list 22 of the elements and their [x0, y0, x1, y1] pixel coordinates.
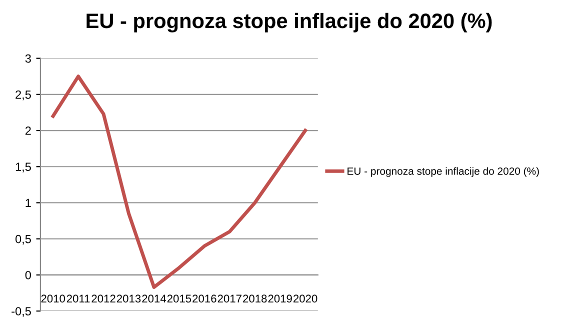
y-tick-label: 0 [25, 270, 31, 280]
x-tick-label: 2020 [293, 294, 318, 303]
y-tick-label: 1,5 [16, 162, 31, 172]
y-tick-label: 2 [25, 126, 31, 135]
y-tick-label: -0,5 [12, 307, 31, 317]
chart-title: EU - prognoza stope inflacije do 2020 (%) [86, 12, 492, 32]
y-tick-label: 0,5 [15, 234, 31, 245]
y-tick-label: 2,5 [16, 90, 31, 100]
x-tick-label: 2011 [66, 294, 90, 303]
x-tick-label: 2018 [243, 294, 267, 303]
x-tick-label: 2010 [41, 294, 65, 303]
x-tick-label: 2016 [192, 294, 216, 303]
x-tick-label: 2013 [116, 294, 141, 303]
line-series [51, 74, 308, 289]
y-tick-label: 3 [25, 54, 31, 63]
x-tick-label: 2015 [167, 294, 192, 303]
x-tick-label: 2017 [218, 294, 242, 303]
legend-label: EU - prognoza stope inflacije do 2020 (%) [348, 167, 539, 177]
x-tick-label: 2014 [142, 294, 166, 303]
y-tick-label: 1 [26, 198, 31, 208]
x-tick-label: 2019 [268, 294, 292, 303]
x-tick-label: 2012 [92, 294, 116, 303]
